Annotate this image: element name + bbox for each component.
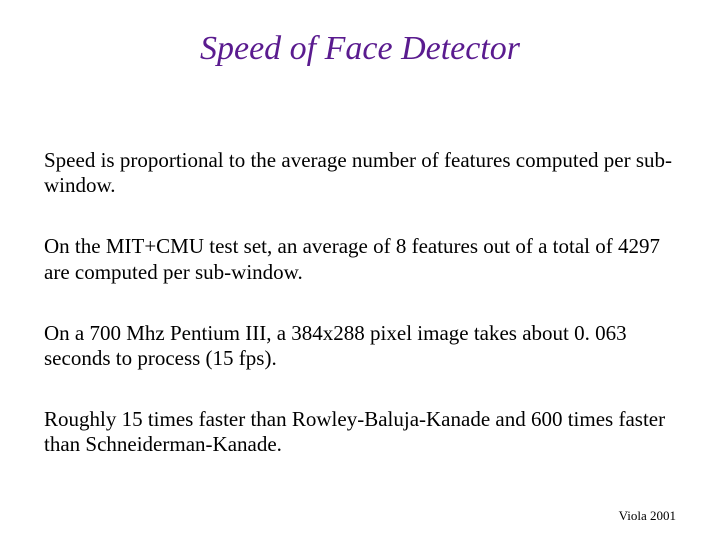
body-paragraph: Speed is proportional to the average num…: [44, 148, 676, 198]
body-paragraph: On a 700 Mhz Pentium III, a 384x288 pixe…: [44, 321, 676, 371]
body-paragraph: Roughly 15 times faster than Rowley-Balu…: [44, 407, 676, 457]
slide-title: Speed of Face Detector: [44, 30, 676, 68]
footer-citation: Viola 2001: [619, 508, 676, 524]
slide: Speed of Face Detector Speed is proporti…: [0, 0, 720, 540]
body-paragraph: On the MIT+CMU test set, an average of 8…: [44, 234, 676, 284]
